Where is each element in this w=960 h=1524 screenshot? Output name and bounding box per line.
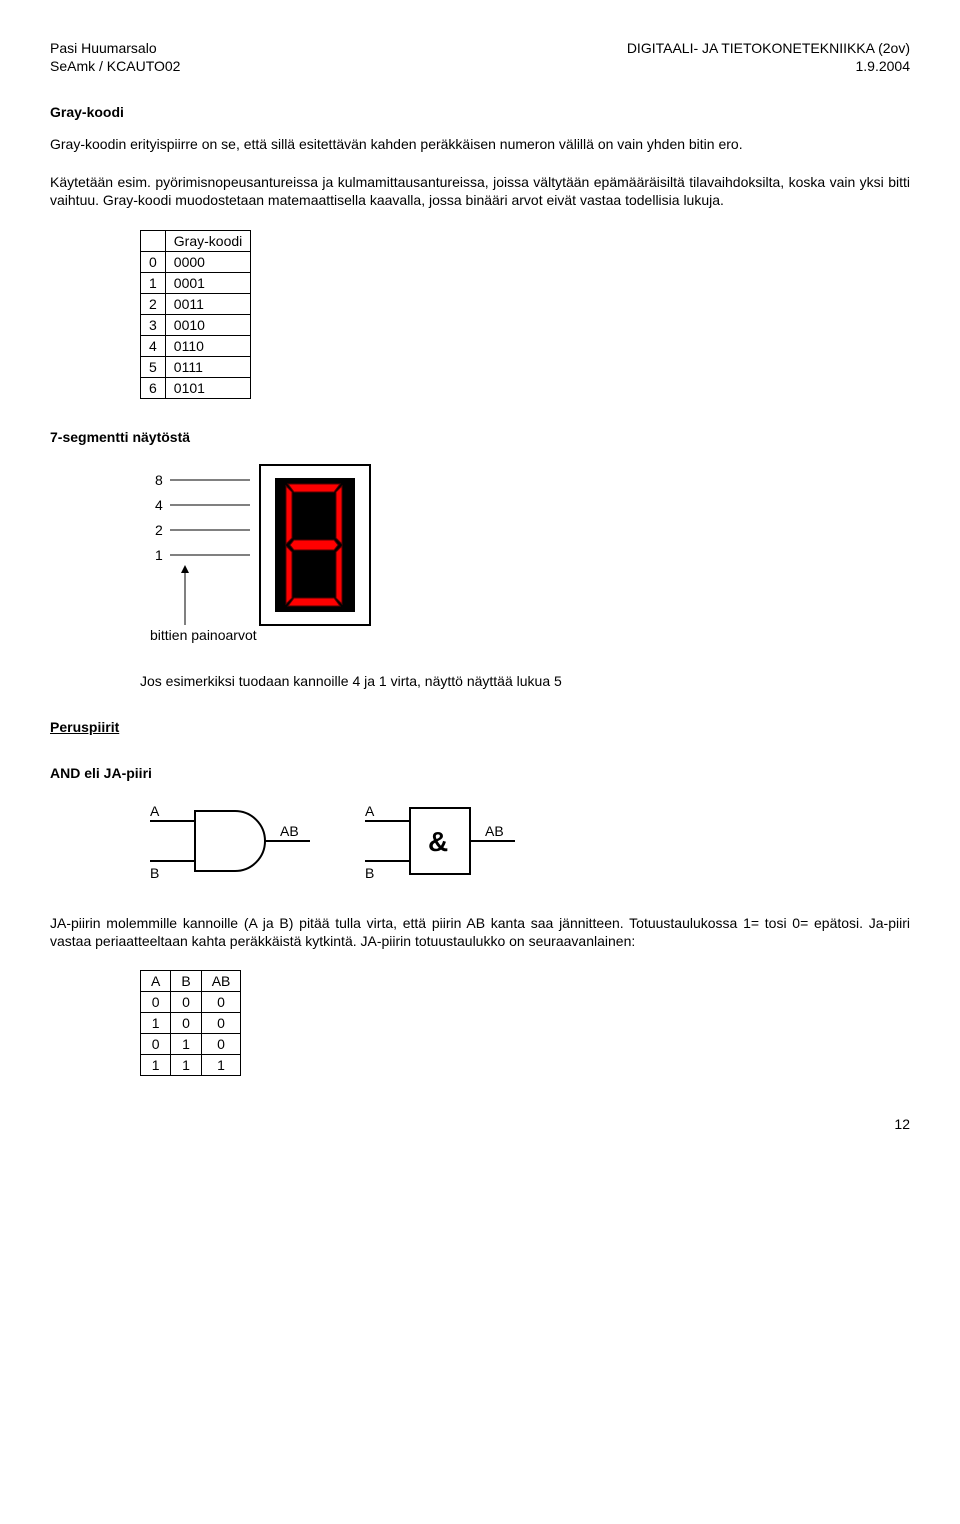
table-row: 000 <box>141 991 241 1012</box>
bit-label-4: 4 <box>155 497 163 513</box>
table-row: 50111 <box>141 356 251 377</box>
section-7seg-title: 7-segmentti näytöstä <box>50 429 910 445</box>
section-peruspiirit-title: Peruspiirit <box>50 719 910 735</box>
table-row: 20011 <box>141 293 251 314</box>
gray-para-2: Käytetään esim. pyörimisnopeusantureissa… <box>50 173 910 209</box>
and-gate-svg: A B AB A B & AB <box>140 796 560 896</box>
and-truth-table: A B AB 000 100 010 111 <box>140 970 241 1076</box>
and-output-ab-right: AB <box>485 823 504 839</box>
table-row: 60101 <box>141 377 251 398</box>
table-row: 111 <box>141 1054 241 1075</box>
page-number: 12 <box>50 1116 910 1132</box>
and-input-a-right: A <box>365 803 375 819</box>
bit-label-1: 1 <box>155 547 163 563</box>
and-symbol-icon: & <box>428 826 448 857</box>
and-output-ab-left: AB <box>280 823 299 839</box>
section-and-title: AND eli JA-piiri <box>50 765 910 781</box>
table-row: 40110 <box>141 335 251 356</box>
gray-para-1: Gray-koodin erityispiirre on se, että si… <box>50 135 910 153</box>
date: 1.9.2004 <box>856 58 911 74</box>
course-title: DIGITAALI- JA TIETOKONETEKNIIKKA (2ov) <box>627 40 910 56</box>
seven-segment-svg: 8 4 2 1 bittien painoarvot <box>140 460 400 660</box>
section-gray-title: Gray-koodi <box>50 104 910 120</box>
table-row: 100 <box>141 1012 241 1033</box>
course-code: SeAmk / KCAUTO02 <box>50 58 180 74</box>
bit-weights-caption: bittien painoarvot <box>150 627 257 643</box>
and-input-a-left: A <box>150 803 160 819</box>
and-input-b-left: B <box>150 865 159 881</box>
bit-label-8: 8 <box>155 472 163 488</box>
table-row: 00000 <box>141 251 251 272</box>
table-row: 10001 <box>141 272 251 293</box>
author: Pasi Huumarsalo <box>50 40 157 56</box>
header-row-1: Pasi Huumarsalo DIGITAALI- JA TIETOKONET… <box>50 40 910 56</box>
table-row: 30010 <box>141 314 251 335</box>
bit-label-2: 2 <box>155 522 163 538</box>
and-gate-diagram: A B AB A B & AB <box>140 796 910 899</box>
and-input-b-right: B <box>365 865 374 881</box>
seven-seg-example: Jos esimerkiksi tuodaan kannoille 4 ja 1… <box>140 673 910 689</box>
and-paragraph: JA-piirin molemmille kannoille (A ja B) … <box>50 914 910 950</box>
gray-code-table: Gray-koodi 00000 10001 20011 30010 40110… <box>140 230 251 399</box>
header-row-2: SeAmk / KCAUTO02 1.9.2004 <box>50 58 910 74</box>
table-row: Gray-koodi <box>141 230 251 251</box>
table-row: A B AB <box>141 970 241 991</box>
table-row: 010 <box>141 1033 241 1054</box>
gray-header: Gray-koodi <box>165 230 250 251</box>
seven-segment-diagram: 8 4 2 1 bittien painoarvot <box>140 460 910 663</box>
